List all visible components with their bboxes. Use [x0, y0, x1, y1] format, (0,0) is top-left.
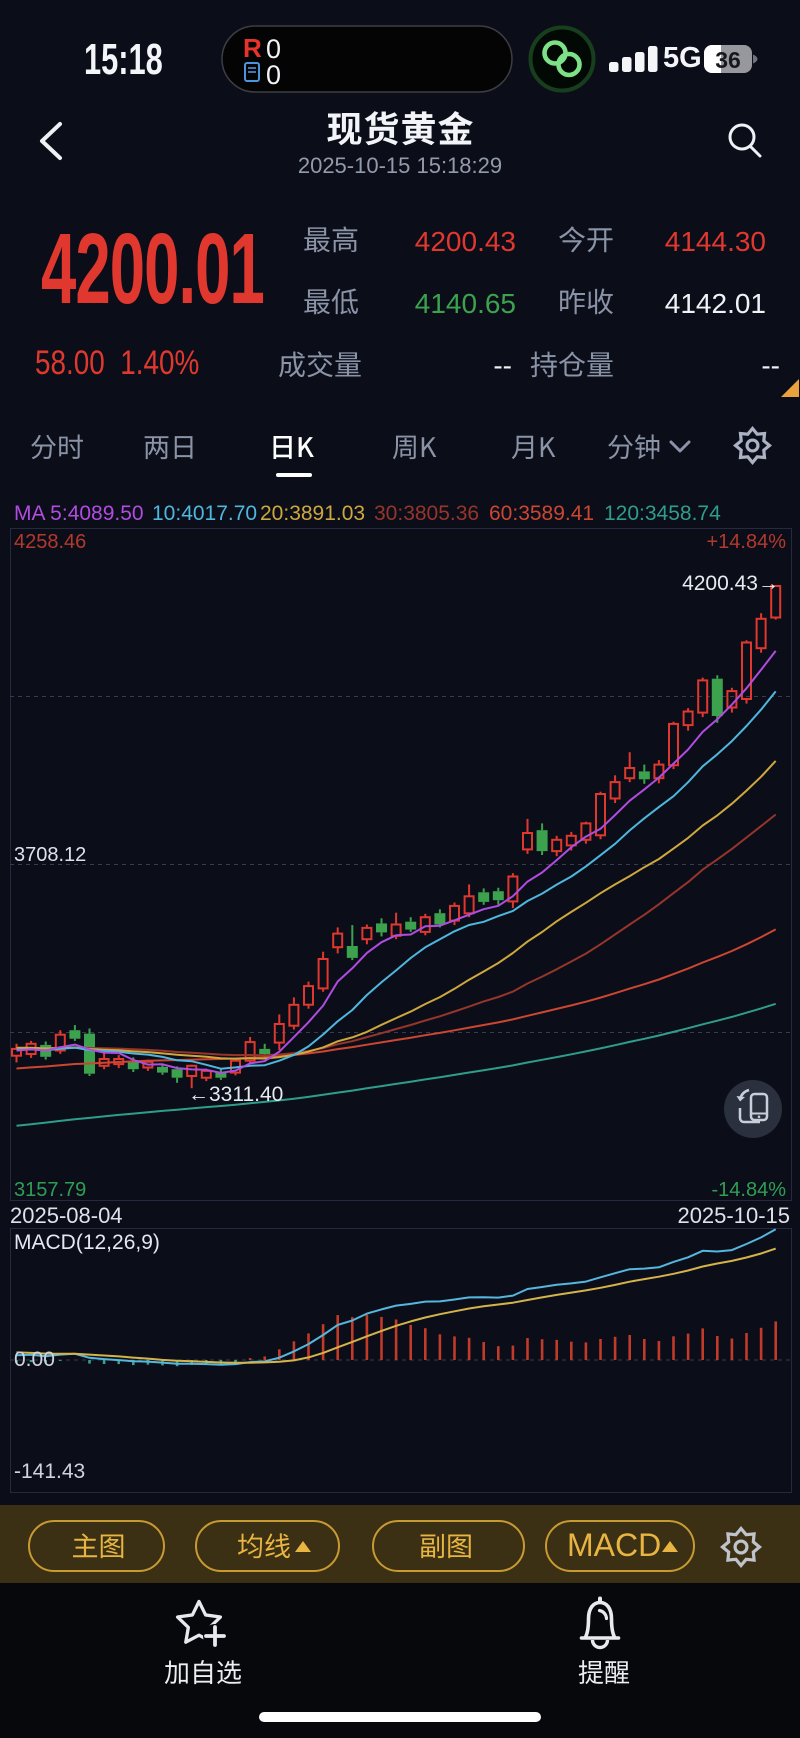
svg-text:R: R [243, 33, 262, 63]
svg-text:3708.12: 3708.12 [14, 844, 86, 866]
svg-text:0: 0 [266, 60, 281, 90]
svg-text:←3311.40: ←3311.40 [188, 1083, 283, 1106]
svg-text:MACD(12,26,9): MACD(12,26,9) [14, 1231, 160, 1254]
svg-text:36: 36 [715, 47, 741, 73]
svg-text:+14.84%: +14.84% [706, 531, 786, 553]
svg-text:4258.46: 4258.46 [14, 531, 86, 553]
svg-text:-14.84%: -14.84% [712, 1179, 787, 1201]
svg-text:0: 0 [266, 34, 281, 64]
svg-text:4200.43→: 4200.43→ [682, 572, 779, 595]
svg-text:3157.79: 3157.79 [14, 1179, 86, 1201]
svg-text:0.00: 0.00 [14, 1348, 55, 1371]
svg-text:-141.43: -141.43 [14, 1460, 85, 1483]
